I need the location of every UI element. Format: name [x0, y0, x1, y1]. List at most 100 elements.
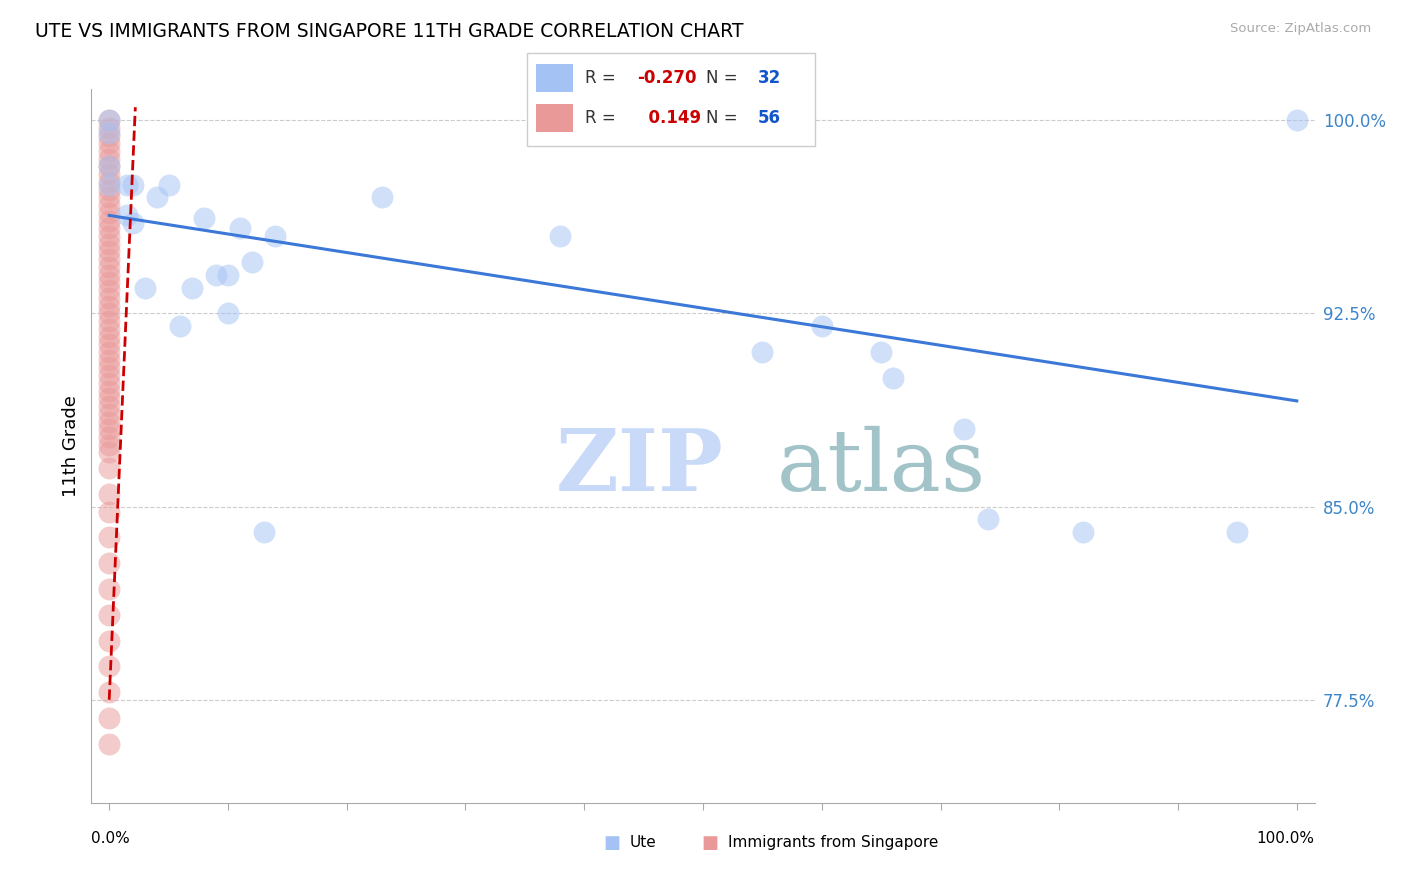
Point: [98, 160, 121, 174]
Point: [98, 314, 121, 328]
Text: UTE VS IMMIGRANTS FROM SINGAPORE 11TH GRADE CORRELATION CHART: UTE VS IMMIGRANTS FROM SINGAPORE 11TH GR…: [35, 22, 744, 41]
Point: [98, 685, 121, 699]
Point: [98, 376, 121, 390]
Point: [98, 659, 121, 673]
Point: [98, 430, 121, 444]
Point: [98, 415, 121, 429]
Point: [98, 531, 121, 545]
Point: [98, 128, 121, 143]
Point: [98, 337, 121, 351]
Text: R =: R =: [585, 109, 616, 128]
Text: ZIP: ZIP: [557, 425, 724, 509]
Point: [98, 352, 121, 367]
Point: [98, 505, 121, 519]
Point: [98, 206, 121, 220]
Point: [98, 737, 121, 751]
Point: [98, 392, 121, 406]
Point: [240, 255, 263, 269]
Point: [371, 190, 394, 204]
Text: Immigrants from Singapore: Immigrants from Singapore: [728, 836, 939, 850]
Point: [229, 221, 252, 235]
Point: [98, 368, 121, 383]
Point: [98, 422, 121, 436]
Text: 0.0%: 0.0%: [91, 831, 131, 846]
Point: [550, 229, 572, 244]
Point: [98, 236, 121, 251]
Point: [98, 136, 121, 151]
Point: [98, 306, 121, 320]
Point: [98, 221, 121, 235]
Point: [115, 178, 138, 192]
Point: [98, 260, 121, 274]
Point: [98, 113, 121, 128]
Point: [882, 370, 904, 384]
Text: Source: ZipAtlas.com: Source: ZipAtlas.com: [1230, 22, 1371, 36]
Point: [98, 607, 121, 622]
Point: [98, 291, 121, 305]
Text: 0.149: 0.149: [637, 109, 702, 128]
Point: [98, 276, 121, 290]
Point: [870, 345, 893, 359]
Point: [98, 183, 121, 197]
Point: [98, 384, 121, 398]
Text: -0.270: -0.270: [637, 69, 696, 87]
Point: [98, 329, 121, 343]
Text: ■: ■: [702, 834, 718, 852]
Point: [1226, 525, 1249, 540]
Point: [98, 160, 121, 174]
Point: [98, 268, 121, 282]
Point: [1285, 113, 1308, 128]
Point: [122, 216, 145, 230]
Point: [977, 512, 1000, 526]
Point: [98, 120, 121, 135]
Text: R =: R =: [585, 69, 616, 87]
Point: [98, 152, 121, 166]
Point: [169, 319, 191, 334]
Point: [98, 252, 121, 267]
Text: Ute: Ute: [630, 836, 657, 850]
Point: [1071, 525, 1094, 540]
Text: 32: 32: [758, 69, 782, 87]
Bar: [536, 64, 574, 92]
Point: [145, 190, 167, 204]
Point: [98, 244, 121, 259]
Point: [810, 319, 832, 334]
Point: [205, 268, 228, 282]
Point: [98, 213, 121, 227]
Text: 100.0%: 100.0%: [1257, 831, 1315, 846]
Point: [98, 633, 121, 648]
Point: [134, 280, 156, 294]
Text: N =: N =: [706, 109, 738, 128]
Point: [98, 345, 121, 359]
Point: [157, 178, 180, 192]
Point: [751, 345, 773, 359]
Text: 56: 56: [758, 109, 780, 128]
Point: [98, 190, 121, 204]
Point: [98, 175, 121, 189]
Point: [115, 209, 138, 223]
Point: [252, 525, 274, 540]
Point: [98, 438, 121, 452]
Y-axis label: 11th Grade: 11th Grade: [62, 395, 80, 497]
Point: [98, 144, 121, 158]
Point: [98, 299, 121, 313]
Point: [264, 229, 287, 244]
Point: [98, 582, 121, 596]
Point: [98, 167, 121, 181]
Point: [122, 178, 145, 192]
Bar: [536, 104, 574, 132]
Point: [98, 322, 121, 336]
Point: [217, 268, 239, 282]
Point: [98, 178, 121, 192]
Point: [217, 306, 239, 320]
Point: [98, 283, 121, 297]
Text: ■: ■: [603, 834, 620, 852]
Point: [98, 556, 121, 570]
Text: N =: N =: [706, 69, 738, 87]
Point: [98, 486, 121, 500]
Point: [193, 211, 215, 225]
Point: [98, 461, 121, 475]
Point: [98, 198, 121, 212]
Point: [98, 126, 121, 140]
Point: [98, 360, 121, 375]
